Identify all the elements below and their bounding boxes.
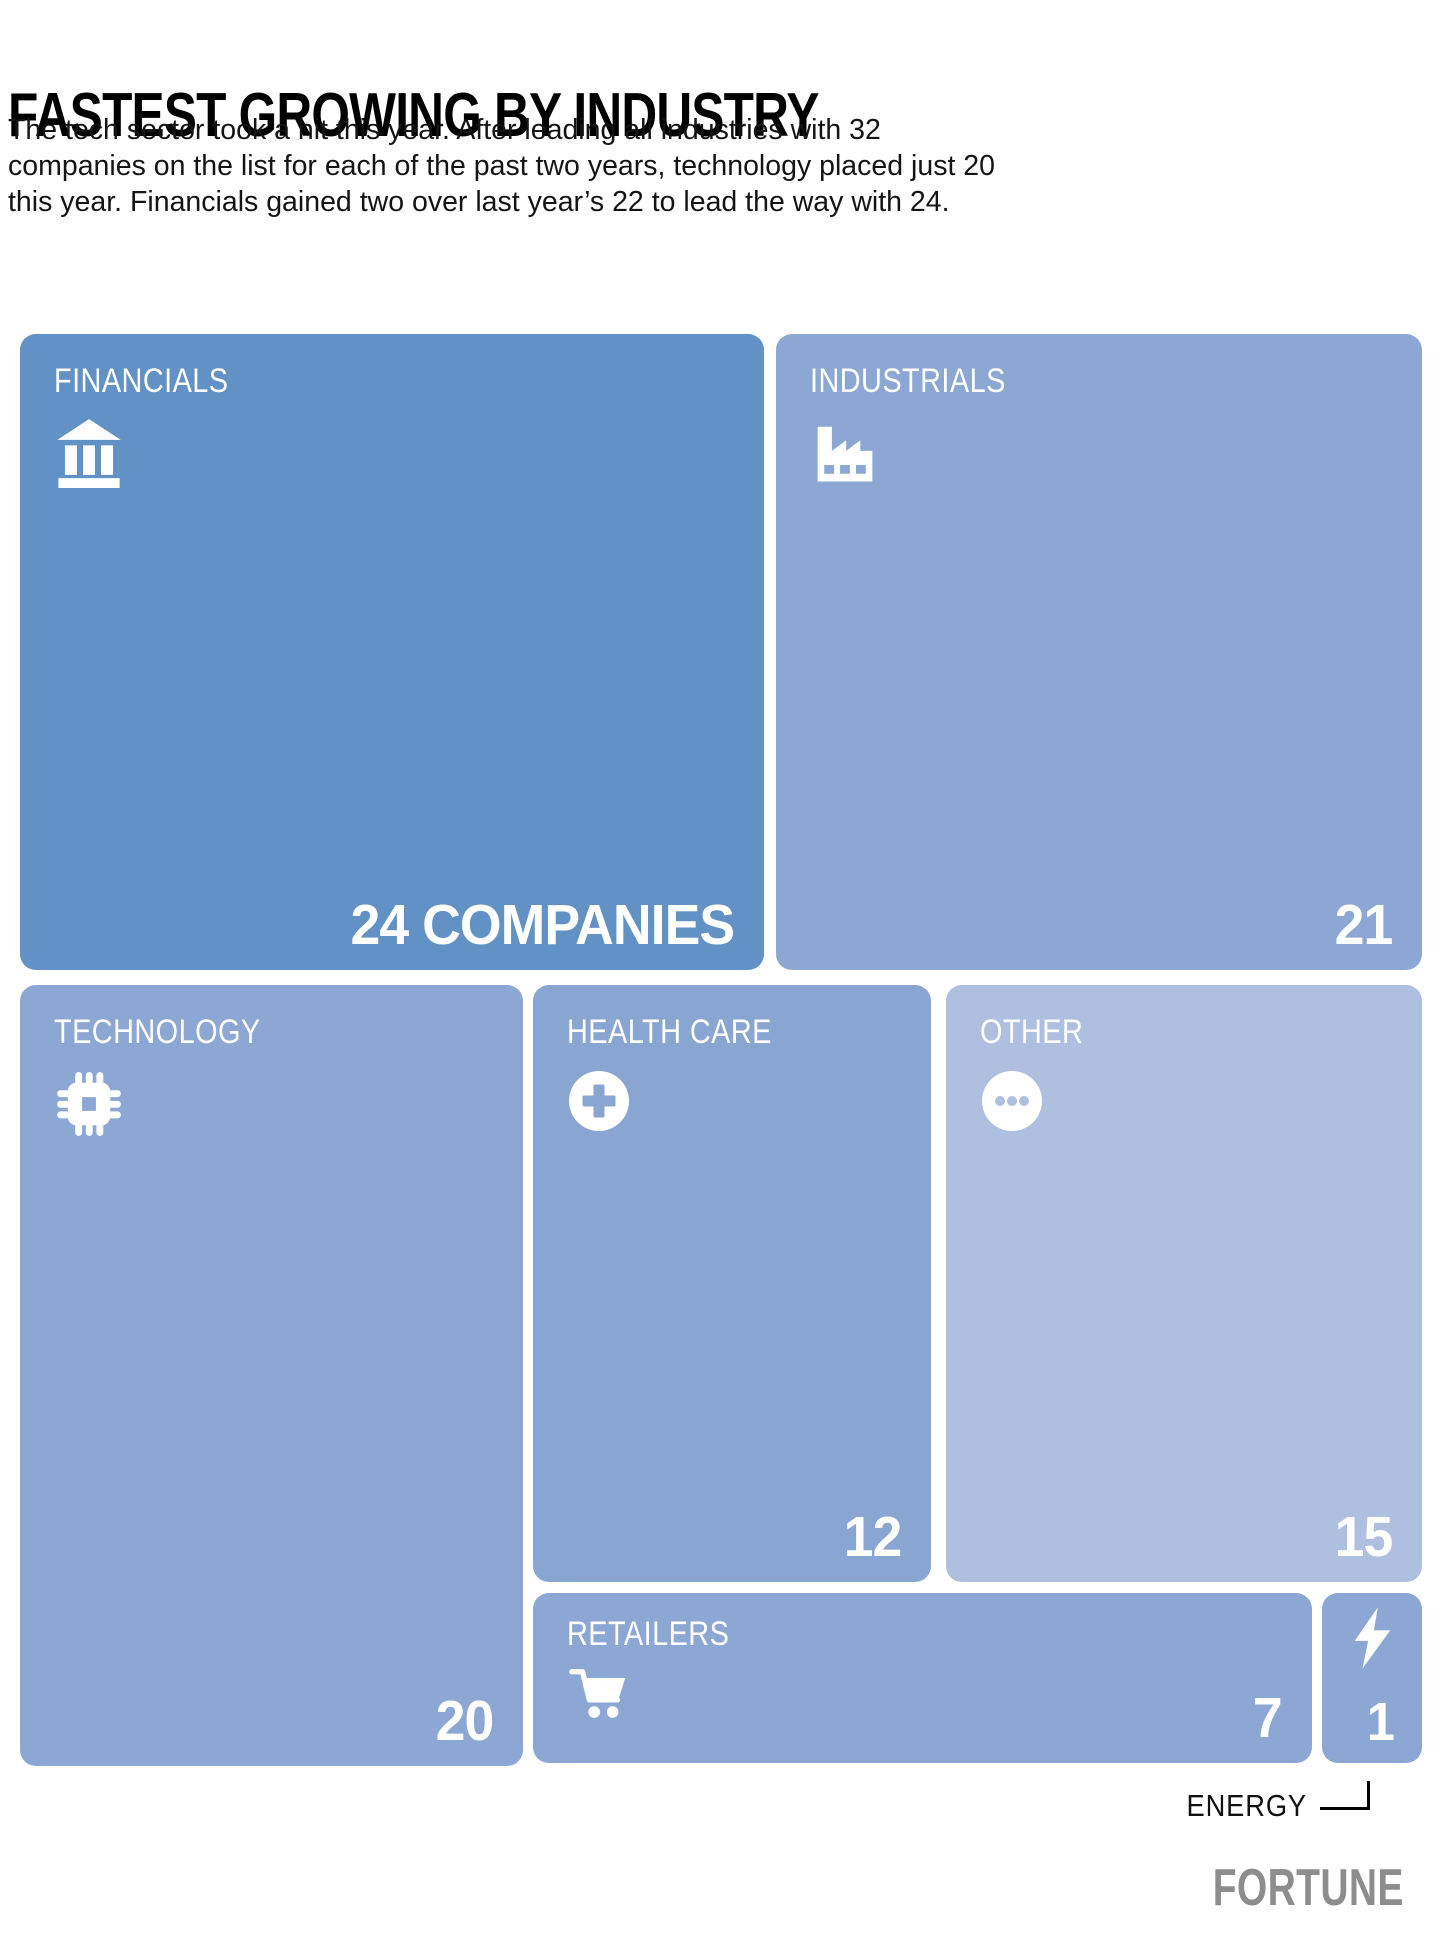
treemap-tile-technology: TECHNOLOGY 20: [20, 985, 523, 1766]
tile-label-industrials: INDUSTRIALS: [810, 362, 1006, 400]
energy-callout-label: ENERGY: [1186, 1788, 1307, 1823]
tile-value-other: 15: [1334, 1505, 1393, 1569]
page-title: FASTEST GROWING BY INDUSTRY: [8, 80, 819, 150]
tile-value-energy: 1: [1366, 1692, 1395, 1752]
cart-icon: [569, 1669, 626, 1718]
medical-cross-icon: [569, 1071, 629, 1131]
intro-line-2: companies on the list for each of the pa…: [8, 150, 995, 182]
tile-label-health-care: HEALTH CARE: [567, 1013, 772, 1051]
bolt-icon: [1354, 1607, 1391, 1669]
energy-callout-connector-line: [1320, 1781, 1370, 1810]
tile-value-industrials: 21: [1334, 893, 1393, 957]
treemap-tile-other: OTHER 15: [946, 985, 1422, 1582]
tile-value-financials: 24 COMPANIES: [350, 893, 735, 957]
chip-icon: [57, 1072, 121, 1136]
intro-line-3: this year. Financials gained two over la…: [8, 186, 950, 218]
treemap-tile-energy: 1: [1322, 1593, 1422, 1763]
factory-icon: [817, 426, 873, 482]
bank-icon: [57, 419, 121, 488]
ellipsis-icon: [982, 1071, 1042, 1131]
tile-label-financials: FINANCIALS: [54, 362, 229, 400]
treemap-tile-financials: FINANCIALS 24 COMPANIES: [20, 334, 764, 970]
tile-label-other: OTHER: [980, 1013, 1084, 1051]
treemap-tile-health-care: HEALTH CARE 12: [533, 985, 931, 1582]
tile-value-technology: 20: [435, 1689, 494, 1753]
tile-label-technology: TECHNOLOGY: [54, 1013, 261, 1051]
tile-value-retailers: 7: [1253, 1686, 1283, 1750]
intro-paragraph: The tech sector took a hit this year. Af…: [8, 112, 995, 220]
intro-line-1: The tech sector took a hit this year. Af…: [8, 114, 881, 146]
tile-value-health-care: 12: [843, 1505, 902, 1569]
tile-label-retailers: RETAILERS: [567, 1615, 730, 1653]
treemap-tile-industrials: INDUSTRIALS 21: [776, 334, 1422, 970]
fortune-logo: FORTUNE: [1212, 1859, 1404, 1917]
treemap-tile-retailers: RETAILERS 7: [533, 1593, 1312, 1763]
